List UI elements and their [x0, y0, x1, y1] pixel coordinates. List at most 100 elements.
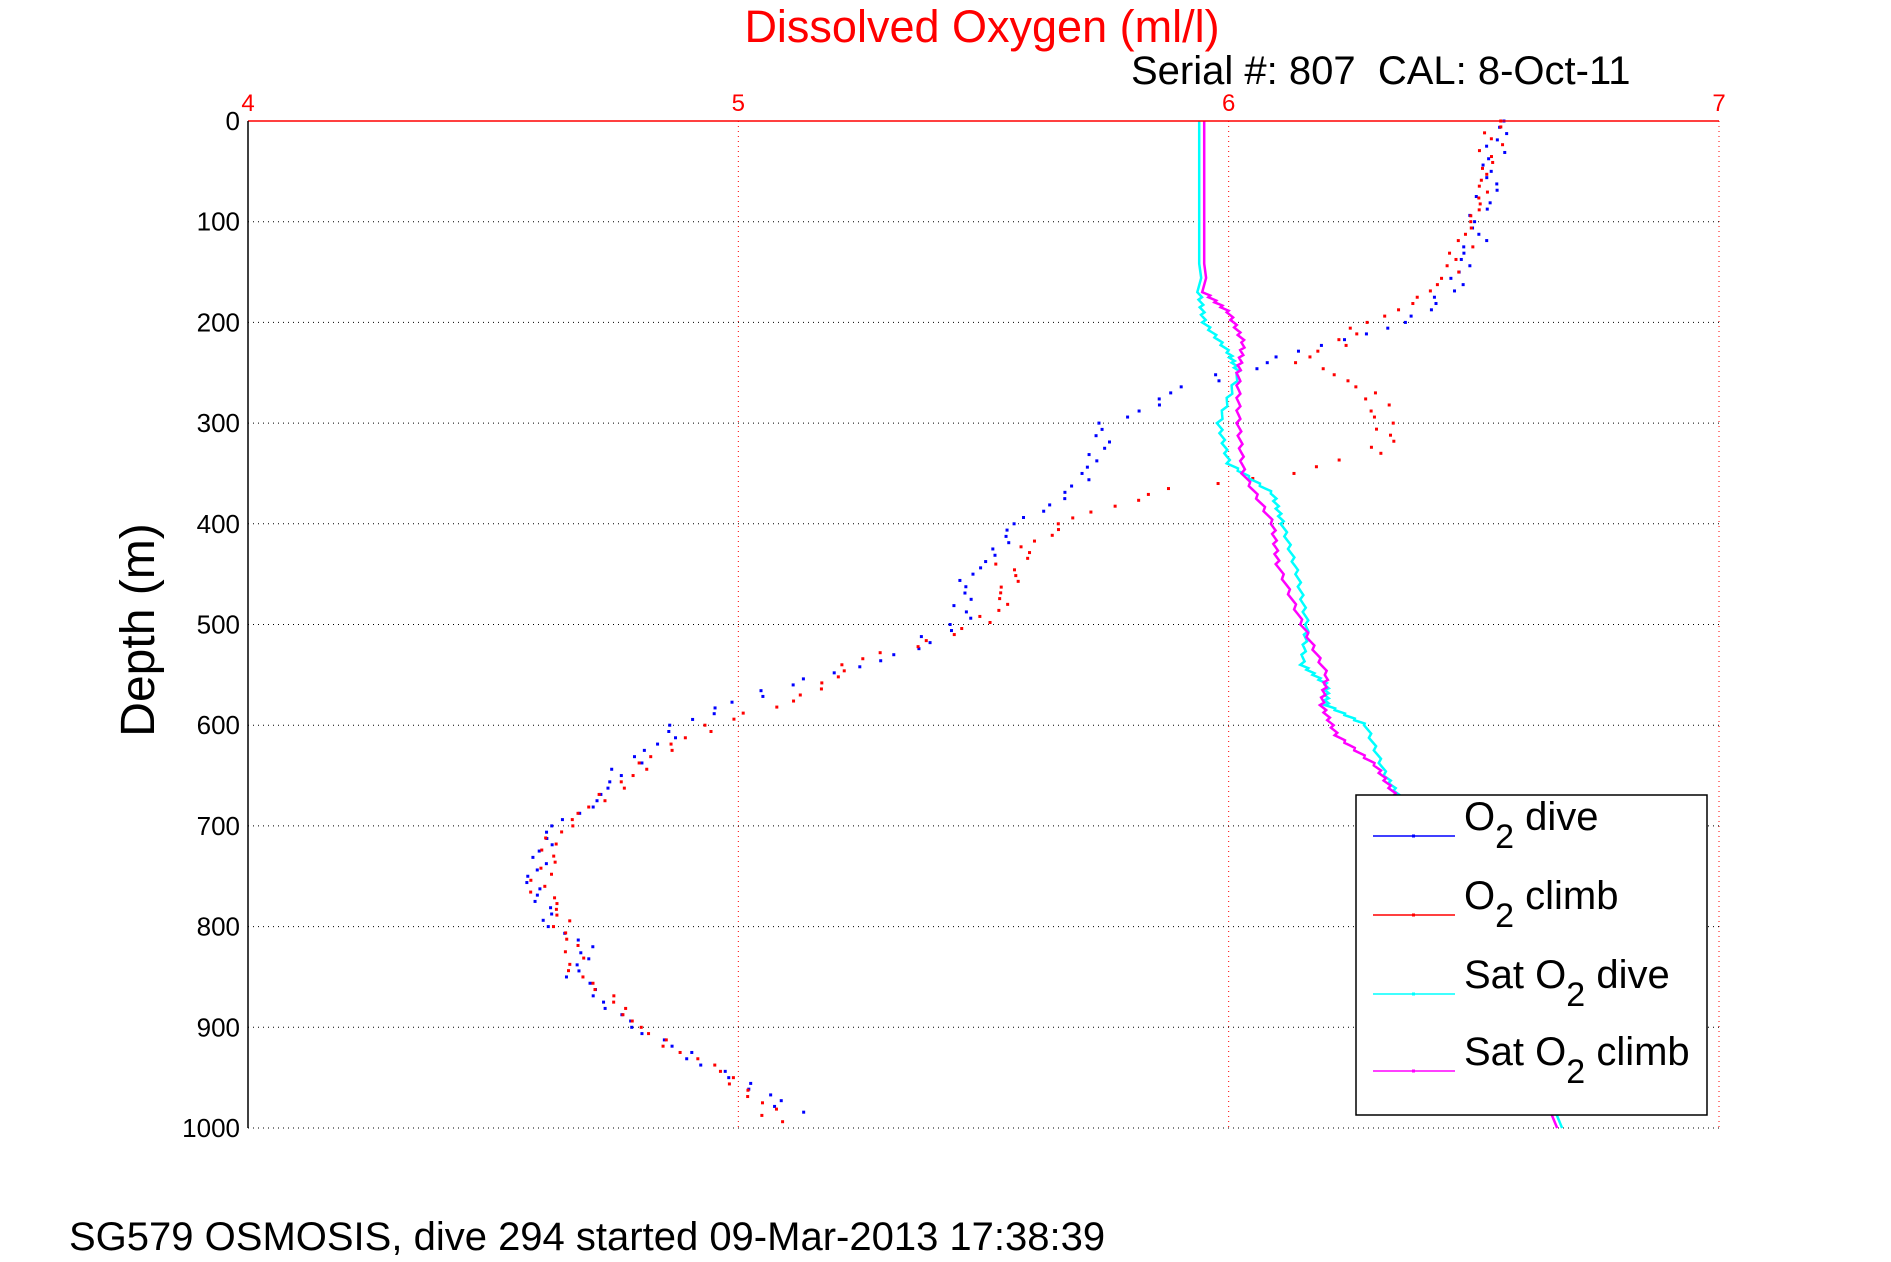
- data-point: [553, 896, 557, 900]
- data-point: [842, 669, 846, 673]
- data-point: [642, 748, 646, 752]
- data-point: [1387, 403, 1391, 407]
- data-point: [545, 830, 549, 834]
- data-point: [661, 1044, 665, 1048]
- data-point: [606, 786, 610, 790]
- data-point: [1477, 184, 1481, 188]
- data-point: [1095, 459, 1099, 463]
- x-tick-label: 5: [732, 90, 745, 117]
- data-point: [597, 792, 601, 796]
- data-point: [1007, 541, 1011, 545]
- data-point: [958, 578, 962, 582]
- data-point: [994, 562, 998, 566]
- data-point: [690, 1050, 694, 1054]
- data-point: [1292, 471, 1296, 475]
- data-point: [760, 1113, 764, 1117]
- data-point: [879, 659, 883, 663]
- data-point: [662, 1038, 666, 1042]
- data-point: [544, 836, 548, 840]
- data-point: [731, 1076, 735, 1080]
- data-point: [1337, 458, 1341, 462]
- data-point: [746, 1095, 750, 1099]
- data-point: [1087, 478, 1091, 482]
- data-point: [670, 1044, 674, 1048]
- data-point: [1071, 516, 1075, 520]
- y-tick-label: 200: [197, 307, 240, 337]
- data-point: [1157, 397, 1161, 401]
- data-point: [1169, 391, 1173, 395]
- data-point: [820, 681, 824, 685]
- data-point: [640, 761, 644, 765]
- data-point: [798, 693, 802, 697]
- data-point: [1477, 196, 1481, 200]
- data-point: [713, 706, 717, 710]
- data-point: [1294, 361, 1298, 365]
- data-point: [529, 878, 533, 882]
- data-point: [971, 572, 975, 576]
- data-point: [1454, 257, 1458, 261]
- data-point: [1379, 451, 1383, 455]
- data-point: [781, 1120, 785, 1124]
- data-point: [709, 729, 713, 733]
- legend-label: Sat O2 climb: [1464, 1030, 1690, 1091]
- data-point: [1012, 568, 1016, 572]
- data-point: [836, 675, 840, 679]
- x-tick-label: 4: [241, 90, 254, 117]
- data-point: [1321, 367, 1325, 371]
- data-point: [541, 918, 545, 922]
- data-point: [640, 1032, 644, 1036]
- legend-marker: [1412, 913, 1415, 917]
- data-point: [699, 1063, 703, 1067]
- legend-marker: [1412, 834, 1415, 838]
- data-point: [1354, 385, 1358, 389]
- data-point: [773, 1104, 777, 1108]
- axis-ticks: 4 5 6 7 0 100 200 300 400 500 600 700 800 900 1000: [182, 90, 1726, 1143]
- legend-marker: [1412, 992, 1415, 996]
- data-point: [564, 975, 568, 979]
- x-tick-label: 7: [1712, 90, 1725, 117]
- data-point: [578, 811, 582, 815]
- data-point: [712, 712, 716, 716]
- data-point: [603, 799, 607, 803]
- data-point: [1479, 178, 1483, 182]
- data-point: [1391, 421, 1395, 425]
- data-point: [538, 887, 542, 891]
- data-point: [1495, 182, 1499, 186]
- chart-title: Dissolved Oxygen (ml/l): [744, 1, 1219, 52]
- data-point: [696, 1057, 700, 1061]
- data-point: [1485, 207, 1489, 211]
- data-point: [1022, 516, 1026, 520]
- data-point: [1343, 338, 1347, 342]
- data-point: [1505, 132, 1509, 136]
- data-point: [769, 1093, 773, 1097]
- data-point: [1355, 332, 1359, 336]
- data-point: [621, 1013, 625, 1017]
- data-point: [779, 1099, 783, 1103]
- data-point: [1432, 295, 1436, 299]
- data-point: [1456, 239, 1460, 243]
- data-point: [1094, 434, 1098, 438]
- data-point: [1375, 427, 1379, 431]
- data-point: [546, 925, 550, 929]
- data-point: [670, 748, 674, 752]
- data-point: [1364, 397, 1368, 401]
- legend-label-main: O: [1464, 795, 1495, 839]
- y-tick-label: 1000: [182, 1113, 240, 1143]
- data-point: [1469, 220, 1473, 224]
- data-point: [998, 597, 1002, 601]
- data-point: [1100, 427, 1104, 431]
- data-point: [963, 591, 967, 595]
- data-point: [1006, 602, 1010, 606]
- data-point: [1097, 421, 1101, 425]
- data-point: [669, 742, 673, 746]
- data-point: [619, 774, 623, 778]
- data-point: [969, 616, 973, 620]
- data-point: [964, 585, 968, 589]
- legend-label-sub: 2: [1495, 897, 1514, 935]
- data-point: [1346, 379, 1350, 383]
- data-point: [591, 994, 595, 998]
- data-point: [555, 902, 559, 906]
- data-point: [576, 811, 580, 815]
- data-point: [948, 623, 952, 626]
